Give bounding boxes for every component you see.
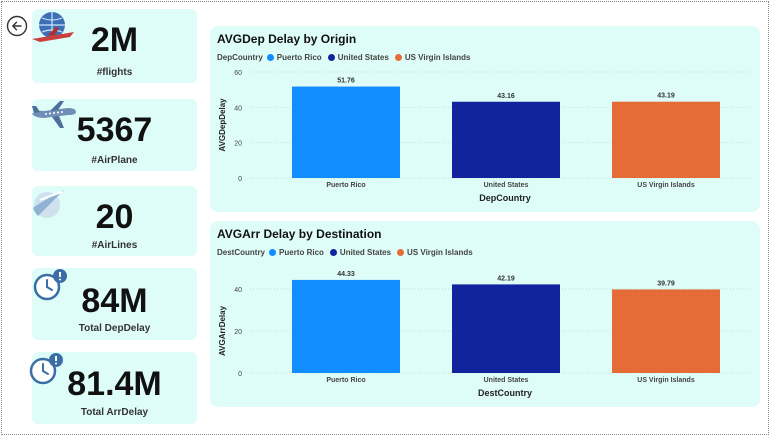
kpi-value: 2M — [90, 21, 139, 59]
kpi-value: 20 — [95, 198, 134, 236]
kpi-value: 5367 — [76, 111, 153, 149]
y-axis-label: AVGArrDelay — [218, 305, 227, 356]
kpi-value: 84M — [81, 282, 148, 320]
legend-item[interactable]: Puerto Rico — [266, 53, 322, 62]
airline-swoosh-icon — [33, 190, 64, 218]
x-tick-label: Puerto Rico — [326, 182, 365, 189]
x-axis-label: DestCountry — [478, 388, 532, 398]
data-label: 44.33 — [337, 271, 355, 278]
bar-chart-dep-delay: 0 20 40 60 AVGDepDelay 51.76 Puerto Rico 43.16 U… — [218, 70, 750, 203]
chart-card-dep-delay[interactable]: AVGDep Delay by Origin DepCountry Puerto… — [210, 26, 760, 212]
y-tick-label: 20 — [234, 329, 242, 336]
clock-alert-icon — [29, 353, 63, 385]
data-label: 51.76 — [337, 78, 355, 85]
kpi-label: #AirLines — [91, 240, 138, 251]
data-label: 43.19 — [657, 93, 675, 100]
legend-item[interactable]: United States — [329, 248, 392, 257]
legend-label: US Virgin Islands — [404, 53, 471, 62]
legend-dot — [266, 54, 274, 61]
back-arrow-icon[interactable] — [6, 15, 28, 37]
legend-item[interactable]: US Virgin Islands — [394, 53, 471, 62]
legend-label: United States — [339, 248, 392, 257]
bar — [612, 101, 720, 178]
kpi-card-flights: 2M #flights — [32, 9, 197, 83]
legend-item[interactable]: United States — [327, 53, 389, 62]
legend-item[interactable]: US Virgin Islands — [397, 248, 473, 257]
bar-chart-arr-delay: 0 20 40 AVGArrDelay 44.33 Puerto Rico 42.19 Uni… — [218, 271, 750, 398]
data-label: 42.19 — [497, 275, 515, 282]
legend-item[interactable]: Puerto Rico — [269, 248, 324, 257]
y-tick-label: 60 — [234, 70, 242, 77]
y-tick-label: 40 — [234, 287, 242, 294]
chart-title: AVGArr Delay by Destination — [217, 227, 382, 241]
legend-dot — [327, 54, 335, 61]
x-tick-label: Puerto Rico — [326, 377, 365, 384]
bar — [292, 279, 400, 373]
legend-dot — [269, 249, 277, 256]
kpi-label: Total DepDelay — [78, 323, 151, 334]
x-tick-label: United States — [484, 182, 529, 189]
legend-label: Puerto Rico — [276, 53, 322, 62]
y-tick-label: 40 — [234, 105, 242, 112]
y-axis-label: AVGDepDelay — [218, 98, 227, 152]
bar — [612, 289, 720, 373]
kpi-value: 81.4M — [67, 365, 162, 403]
legend-title: DestCountry — [217, 248, 266, 257]
legend-dot — [397, 249, 405, 256]
x-tick-label: United States — [484, 377, 529, 384]
kpi-label: #flights — [96, 67, 133, 78]
y-tick-label: 20 — [234, 141, 242, 148]
chart-title: AVGDep Delay by Origin — [217, 32, 357, 46]
bar — [292, 86, 400, 178]
legend-label: United States — [337, 53, 389, 62]
legend-title: DepCountry — [217, 53, 263, 62]
legend-dot — [329, 249, 337, 256]
chart-legend: DestCountry Puerto Rico United States US… — [217, 248, 475, 257]
bar — [452, 101, 560, 178]
chart-card-arr-delay[interactable]: AVGArr Delay by Destination DestCountry … — [210, 221, 760, 407]
kpi-card-airlines: 20 #AirLines — [32, 186, 197, 256]
clock-alert-icon — [33, 269, 67, 301]
y-tick-label: 0 — [238, 176, 242, 183]
globe-plane-icon — [32, 12, 74, 42]
legend-label: Puerto Rico — [279, 248, 324, 257]
data-label: 43.16 — [497, 93, 515, 100]
x-tick-label: US Virgin Islands — [637, 182, 695, 189]
kpi-card-total-arrdelay: 81.4M Total ArrDelay — [32, 352, 197, 424]
legend-label: US Virgin Islands — [407, 248, 473, 257]
x-tick-label: US Virgin Islands — [637, 377, 695, 384]
kpi-label: #AirPlane — [91, 155, 138, 166]
x-axis-label: DepCountry — [479, 193, 531, 203]
airplane-icon — [32, 101, 76, 128]
chart-legend: DepCountry Puerto Rico United States US … — [217, 53, 472, 62]
kpi-card-airplane: 5367 #AirPlane — [32, 99, 197, 171]
kpi-label: Total ArrDelay — [80, 407, 149, 418]
legend-dot — [394, 54, 402, 61]
bar — [452, 284, 560, 373]
y-tick-label: 0 — [238, 371, 242, 378]
data-label: 39.79 — [657, 280, 675, 287]
